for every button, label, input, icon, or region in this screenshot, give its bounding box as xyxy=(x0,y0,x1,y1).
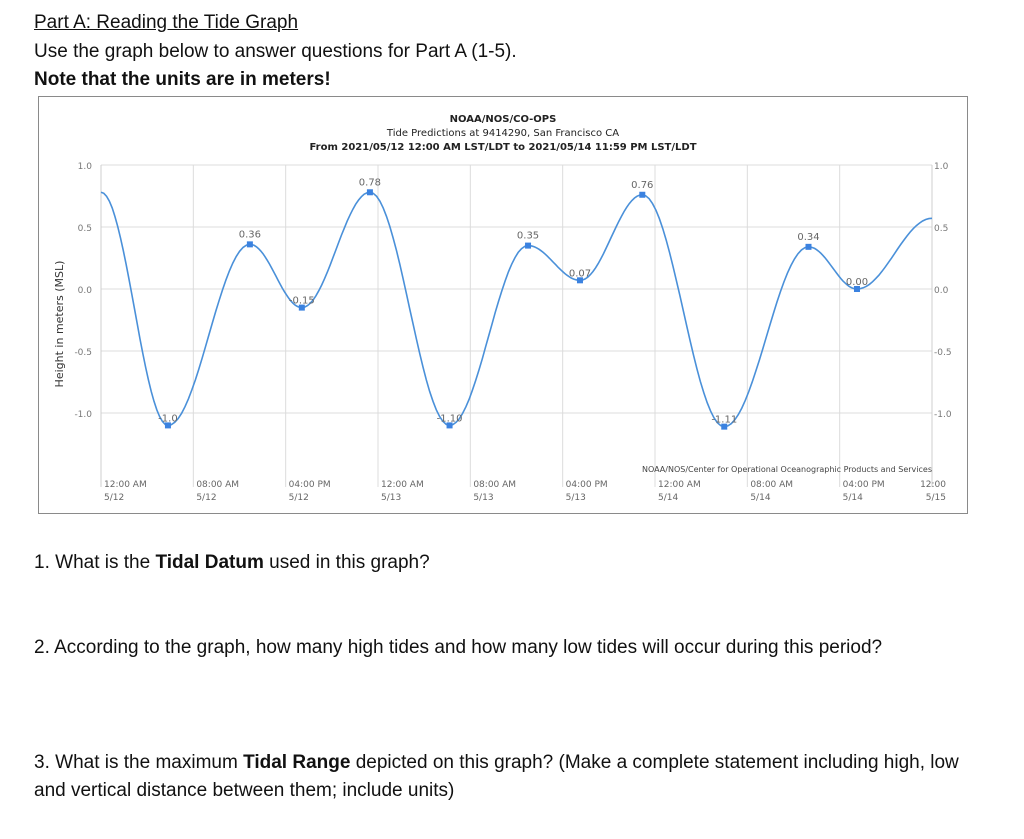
x-tick-date: 5/14 xyxy=(750,493,770,503)
low-tide-marker xyxy=(576,277,583,284)
tide-value-label: -1.0 xyxy=(158,413,178,424)
tide-value-label: 0.78 xyxy=(359,177,381,188)
x-tick-time: 04:00 PM xyxy=(843,480,885,490)
chart-title: NOAA/NOS/CO-OPS xyxy=(450,114,557,125)
question-1: 1. What is the Tidal Datum used in this … xyxy=(34,549,994,577)
chart-credit: NOAA/NOS/Center for Operational Oceanogr… xyxy=(642,465,932,474)
y-tick-label-right: 0.0 xyxy=(934,286,949,296)
x-tick-time: 12:00 AM xyxy=(104,480,147,490)
x-tick-date: 5/14 xyxy=(843,493,863,503)
question-3-pre: What is the maximum xyxy=(55,752,244,773)
x-tick-time: 08:00 AM xyxy=(196,480,239,490)
tide-chart: NOAA/NOS/CO-OPS Tide Predictions at 94142… xyxy=(38,96,968,514)
y-tick-label-right: 0.5 xyxy=(934,224,948,234)
y-tick-label: 0.0 xyxy=(78,286,93,296)
question-2: 2. According to the graph, how many high… xyxy=(34,634,994,662)
units-note: Note that the units are in meters! xyxy=(34,69,331,90)
question-1-bold: Tidal Datum xyxy=(155,552,264,573)
high-tide-marker xyxy=(805,243,812,250)
tide-value-label: 0.35 xyxy=(517,231,539,242)
x-tick-time: 12:00 AM xyxy=(381,480,424,490)
tide-value-label: 0.34 xyxy=(797,232,819,243)
question-2-number: 2. xyxy=(34,637,50,658)
low-tide-marker xyxy=(721,423,728,430)
tide-value-label: 0.36 xyxy=(239,229,261,240)
x-tick-date: 5/14 xyxy=(658,493,678,503)
x-tick-time: 04:00 PM xyxy=(289,480,331,490)
question-1-post: used in this graph? xyxy=(263,552,430,573)
low-tide-marker xyxy=(164,422,171,429)
x-tick-date: 5/12 xyxy=(289,493,309,503)
tide-value-label: 0.76 xyxy=(631,180,653,191)
y-tick-label: 1.0 xyxy=(78,162,93,172)
x-tick-time: 12:00 xyxy=(920,480,946,490)
y-tick-label: -1.0 xyxy=(74,410,92,420)
x-tick-date: 5/12 xyxy=(104,493,124,503)
x-tick-time: 08:00 AM xyxy=(750,480,793,490)
chart-subtitle-range: From 2021/05/12 12:00 AM LST/LDT to 2021… xyxy=(309,142,696,153)
tide-value-label: -0.15 xyxy=(289,296,315,307)
high-tide-marker xyxy=(366,189,373,196)
x-tick-date: 5/13 xyxy=(473,493,493,503)
x-tick-date: 5/12 xyxy=(196,493,216,503)
question-1-pre: What is the xyxy=(55,552,156,573)
y-axis-label: Height in meters (MSL) xyxy=(53,261,66,388)
tide-value-label: -1.10 xyxy=(437,413,463,424)
high-tide-marker xyxy=(246,241,253,248)
low-tide-marker xyxy=(298,304,305,311)
tide-value-label: -1.11 xyxy=(711,415,737,426)
x-tick-date: 5/13 xyxy=(566,493,586,503)
tide-value-label: 0.00 xyxy=(846,277,868,288)
question-3-bold: Tidal Range xyxy=(243,752,351,773)
chart-subtitle: Tide Predictions at 9414290, San Francis… xyxy=(386,128,619,139)
tide-value-label: 0.07 xyxy=(569,268,591,279)
low-tide-marker xyxy=(446,422,453,429)
tide-chart-svg: NOAA/NOS/CO-OPS Tide Predictions at 94142… xyxy=(53,114,952,503)
part-title: Part A: Reading the Tide Graph xyxy=(34,12,299,33)
high-tide-marker xyxy=(525,242,532,249)
low-tide-marker xyxy=(853,286,860,292)
x-tick-date: 5/13 xyxy=(381,493,401,503)
question-2-pre: According to the graph, how many high ti… xyxy=(54,637,883,658)
x-tick-time: 04:00 PM xyxy=(566,480,608,490)
question-3: 3. What is the maximum Tidal Range depic… xyxy=(34,749,994,805)
instruction-text: Use the graph below to answer questions … xyxy=(34,41,517,62)
x-tick-time: 12:00 AM xyxy=(658,480,701,490)
y-tick-label-right: -1.0 xyxy=(934,410,952,420)
x-tick-time: 08:00 AM xyxy=(473,480,516,490)
y-tick-label-right: 1.0 xyxy=(934,162,949,172)
question-1-number: 1. xyxy=(34,552,50,573)
question-3-number: 3. xyxy=(34,752,50,773)
y-tick-label: 0.5 xyxy=(78,224,92,234)
high-tide-marker xyxy=(639,191,646,198)
y-tick-label-right: -0.5 xyxy=(934,348,952,358)
question-3-post: depicted on this graph? (Make a complete… xyxy=(34,752,959,801)
x-tick-date: 5/15 xyxy=(926,493,946,503)
y-tick-label: -0.5 xyxy=(74,348,92,358)
